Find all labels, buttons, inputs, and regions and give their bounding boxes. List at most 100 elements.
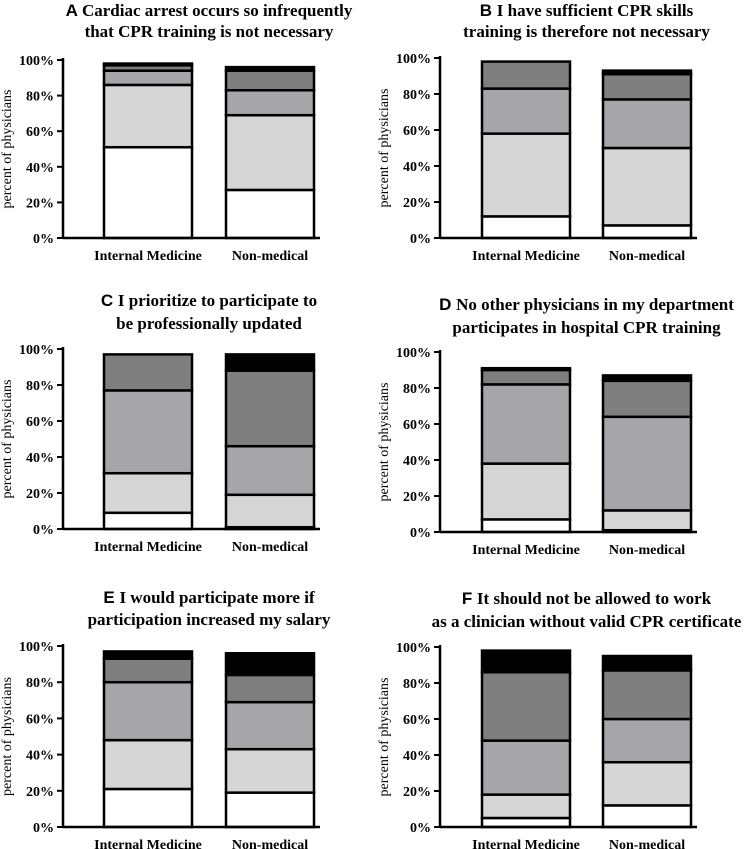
y-tick-label: 40% xyxy=(26,451,54,466)
bar-segment xyxy=(102,69,194,87)
y-tick-label: 80% xyxy=(403,382,431,397)
y-axis-label: percent of physicians xyxy=(0,90,15,209)
y-tick-label: 40% xyxy=(403,454,431,469)
panel-title-line: C I prioritize to participate to xyxy=(101,291,317,310)
bar-segment xyxy=(102,738,194,791)
panel-title-text: No other physicians in my department xyxy=(456,295,734,314)
y-tick-label: 80% xyxy=(26,379,54,394)
panel-title-line: F It should not be allowed to work xyxy=(462,589,712,608)
panel-d: D No other physicians in my department pa… xyxy=(377,295,734,558)
bar-segment xyxy=(601,654,693,672)
panel-letter: D xyxy=(439,295,456,314)
bar-segment xyxy=(480,462,572,521)
bar-segment xyxy=(102,511,194,531)
y-axis-label: percent of physicians xyxy=(377,383,392,502)
y-tick-label: 20% xyxy=(403,785,431,800)
panel-title-text: I prioritize to participate to xyxy=(118,291,317,310)
panel-a: A Cardiac arrest occurs so infrequently t… xyxy=(0,1,353,264)
panel-f: F It should not be allowed to work as a c… xyxy=(377,589,742,849)
panel-title-text: be professionally updated xyxy=(116,314,302,333)
bar-segment xyxy=(480,215,572,240)
bar-segment xyxy=(601,415,693,512)
bar-segment xyxy=(224,444,316,497)
bar-segment xyxy=(224,747,316,794)
bar-segment xyxy=(102,353,194,392)
bar-segment xyxy=(480,670,572,742)
y-tick-label: 80% xyxy=(26,676,54,691)
bar-segment xyxy=(224,89,316,117)
panel-title-line: D No other physicians in my department xyxy=(439,295,734,314)
panel-letter: B xyxy=(480,1,497,20)
bar-segment xyxy=(102,680,194,742)
panel-title-line: A Cardiac arrest occurs so infrequently xyxy=(66,1,353,20)
panel-title-line: participates in hospital CPR training xyxy=(452,318,721,337)
x-tick-label: Non-medical xyxy=(609,249,685,264)
y-tick-label: 20% xyxy=(403,196,431,211)
x-tick-label: Internal Medicine xyxy=(94,249,202,264)
bar-segment xyxy=(102,145,194,240)
y-tick-label: 100% xyxy=(396,52,431,67)
y-tick-label: 60% xyxy=(403,124,431,139)
panel-title-text: that CPR training is not necessary xyxy=(85,22,334,41)
bar-segment xyxy=(601,760,693,807)
bar-segment xyxy=(480,87,572,135)
bar-segment xyxy=(102,650,194,660)
bar-segment xyxy=(224,791,316,829)
bar-segment xyxy=(224,69,316,92)
bar-segment xyxy=(224,65,316,72)
panel-title-text: Cardiac arrest occurs so infrequently xyxy=(82,1,353,20)
x-tick-label: Non-medical xyxy=(609,838,685,849)
bar-segment xyxy=(224,673,316,704)
bar-segment xyxy=(480,383,572,465)
bar-segment xyxy=(224,188,316,240)
y-tick-label: 100% xyxy=(19,343,54,358)
panel-title-line: training is therefore not necessary xyxy=(463,22,710,41)
y-axis-label: percent of physicians xyxy=(377,89,392,208)
panel-title-text: It should not be allowed to work xyxy=(477,589,712,608)
y-tick-label: 60% xyxy=(403,713,431,728)
bar-segment xyxy=(224,651,316,677)
panel-title-line: participation increased my salary xyxy=(88,610,331,629)
y-tick-label: 0% xyxy=(33,523,54,538)
panel-title-text: training is therefore not necessary xyxy=(463,22,710,41)
bar-segment xyxy=(601,146,693,227)
bar-segment xyxy=(480,739,572,796)
bar-segment xyxy=(601,224,693,240)
y-tick-label: 40% xyxy=(26,749,54,764)
y-tick-label: 100% xyxy=(396,346,431,361)
y-axis-label: percent of physicians xyxy=(0,380,15,499)
bar-segment xyxy=(601,804,693,829)
y-tick-label: 20% xyxy=(26,487,54,502)
panel-title-line: as a clinician without valid CPR certifi… xyxy=(432,612,742,631)
bar-segment xyxy=(224,353,316,372)
bar-segment xyxy=(480,816,572,829)
y-tick-label: 100% xyxy=(19,54,54,69)
y-tick-label: 60% xyxy=(403,418,431,433)
bar-segment xyxy=(480,132,572,218)
bar-segment xyxy=(224,113,316,192)
y-tick-label: 100% xyxy=(19,640,54,655)
x-tick-label: Internal Medicine xyxy=(472,249,580,264)
bar-segment xyxy=(480,60,572,90)
x-tick-label: Non-medical xyxy=(232,540,308,555)
x-tick-label: Non-medical xyxy=(232,838,308,849)
bar-segment xyxy=(480,649,572,674)
bar-segment xyxy=(102,83,194,149)
x-tick-label: Non-medical xyxy=(232,249,308,264)
y-tick-label: 20% xyxy=(26,196,54,211)
panel-letter: C xyxy=(101,291,118,310)
y-tick-label: 80% xyxy=(403,677,431,692)
y-tick-label: 20% xyxy=(26,785,54,800)
bar-segment xyxy=(102,471,194,515)
bar-segment xyxy=(480,366,572,372)
panel-title-text: as a clinician without valid CPR certifi… xyxy=(432,612,742,631)
panel-title-line: be professionally updated xyxy=(116,314,302,333)
bar-segment xyxy=(601,98,693,150)
y-axis-label: percent of physicians xyxy=(0,677,15,796)
bar-segment xyxy=(224,700,316,751)
y-tick-label: 60% xyxy=(26,712,54,727)
panel-letter: F xyxy=(462,589,477,608)
x-tick-label: Internal Medicine xyxy=(94,540,202,555)
y-tick-label: 0% xyxy=(410,821,431,836)
